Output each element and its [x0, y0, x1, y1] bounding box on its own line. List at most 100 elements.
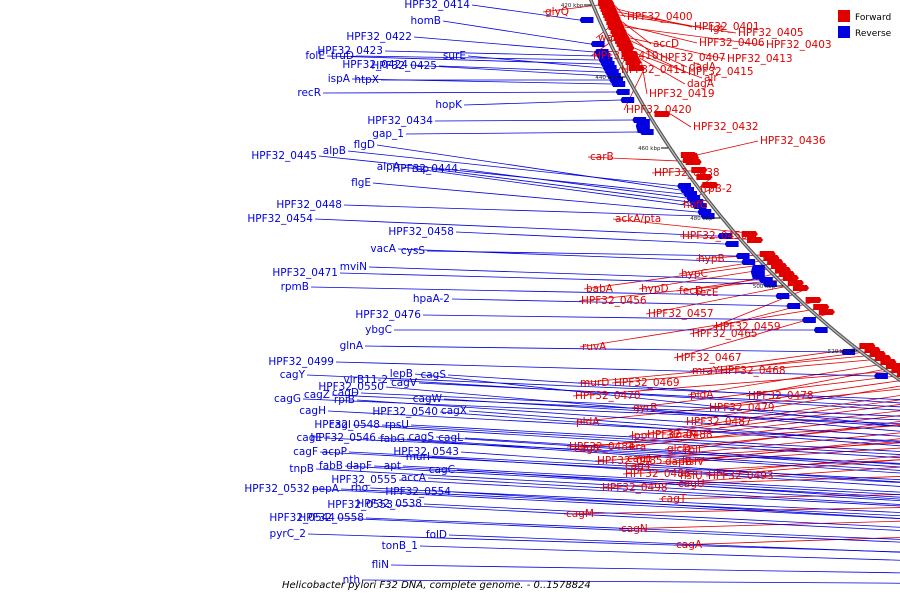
reverse-leader-line: [459, 168, 687, 199]
forward-gene-label: pldA: [576, 416, 600, 428]
forward-leader-line: [587, 156, 702, 163]
forward-leader-line: [572, 370, 900, 397]
reverse-gene-label: HPF32_0538: [356, 498, 422, 510]
forward-leader-line: [706, 380, 900, 409]
reverse-gene-label: cagF: [293, 446, 318, 458]
reverse-gene-glyph: [611, 81, 626, 87]
forward-legend-label: Forward: [855, 13, 891, 23]
large-gene-block: [635, 119, 650, 133]
forward-gene-label: HPF32_0413: [727, 53, 793, 65]
reverse-gene-glyph: [615, 89, 630, 95]
forward-leader-line: [573, 388, 900, 423]
reverse-leader-line: [413, 36, 595, 53]
reverse-gene-glyph: [692, 203, 707, 209]
reverse-leader-line: [347, 150, 678, 187]
reverse-leader-line: [364, 345, 842, 353]
reverse-gene-label: homB: [410, 15, 441, 27]
reverse-gene-label: hopK: [435, 99, 463, 111]
reverse-gene-label: virB11-2: [344, 374, 388, 386]
reverse-leader-line: [343, 204, 701, 217]
reverse-leader-line: [306, 374, 900, 400]
reverse-gene-label: HPF32_0553: [327, 499, 393, 511]
reverse-leader-line: [314, 218, 718, 237]
forward-gene-label: HPF32_0401: [694, 21, 760, 33]
forward-leader-line: [579, 306, 830, 348]
reverse-gene-label: alpB: [323, 145, 346, 157]
forward-gene-label: HPF32_0419: [649, 88, 715, 100]
forward-gene-label: HPF32_0459: [715, 321, 781, 333]
forward-gene-glyph: [805, 297, 822, 303]
forward-leader-line: [623, 24, 698, 44]
reverse-gene-label: rep: [412, 163, 430, 175]
reverse-gene-label: HPF32_0414: [404, 0, 470, 11]
forward-leader-line: [670, 113, 692, 128]
genome-caption: Helicobacter pylori F32 DNA, complete ge…: [282, 580, 591, 591]
reverse-gene-label: HPF32_0476: [355, 309, 421, 321]
forward-leader-line: [563, 507, 900, 515]
forward-gene-label: cag4: [625, 460, 651, 472]
reverse-gene-label: cagG: [274, 393, 301, 405]
reverse-gene-label: glnA: [340, 340, 364, 352]
forward-gene-label: glcD: [667, 443, 690, 455]
tick-label: 500 kbp: [753, 284, 776, 290]
reverse-leader-line: [397, 248, 742, 263]
reverse-leader-line: [351, 78, 612, 85]
reverse-leader-line: [455, 231, 725, 245]
reverse-gene-label: ispA: [328, 73, 351, 85]
forward-gene-label: HPF32_0469: [614, 377, 680, 389]
forward-leader-line: [624, 26, 765, 46]
forward-gene-label: HPF32_0436: [760, 135, 826, 147]
reverse-leader-line: [451, 298, 787, 307]
forward-gene-label: lgt: [710, 23, 724, 35]
reverse-gene-label: truD: [331, 50, 354, 62]
forward-gene-label: murD: [580, 377, 609, 389]
reverse-leader-line: [402, 465, 900, 493]
tick-label: 440 kbp: [595, 75, 618, 81]
forward-gene-glyph: [702, 182, 719, 188]
forward-gene-label: hypD: [641, 283, 669, 295]
reverse-gene-label: vacA: [370, 243, 396, 255]
reverse-gene-label: cagH: [299, 405, 326, 417]
forward-gene-label: cag1: [627, 453, 653, 465]
reverse-gene-label: cagD: [332, 387, 359, 399]
gene-features: [579, 0, 900, 379]
reverse-leader-line: [372, 182, 698, 213]
reverse-gene-label: HPF32_0546: [310, 432, 376, 444]
reverse-gene-label: HPF32_0544: [269, 512, 335, 524]
reverse-gene-label: fliN: [372, 559, 389, 571]
forward-gene-label: alr: [704, 72, 718, 84]
reverse-gene-label: HPF32_0424: [342, 59, 408, 71]
reverse-leader-line: [423, 503, 900, 528]
reverse-gene-label: HPF32_0448: [276, 199, 342, 211]
forward-gene-label: rplI: [684, 444, 701, 456]
reverse-leader-line: [431, 456, 900, 487]
reverse-gene-label: HPF32_0422: [346, 31, 412, 43]
forward-gene-label: cagA: [676, 539, 703, 551]
reverse-leader-line: [471, 4, 580, 21]
forward-gene-label: hypC: [681, 268, 708, 280]
reverse-leader-line: [310, 286, 776, 297]
forward-gene-label: HPF32_0438: [654, 167, 720, 179]
tick-label: 460 kbp: [638, 146, 661, 152]
forward-leader-line: [637, 53, 703, 79]
reverse-leader-line: [355, 55, 599, 61]
forward-gene-label: pldA: [690, 389, 714, 401]
reverse-gene-label: HPF32_0548: [314, 419, 380, 431]
forward-gene-label: ackA/pta: [615, 213, 661, 225]
reverse-gene-glyph: [786, 303, 801, 309]
reverse-leader-line: [381, 424, 900, 455]
reverse-gene-glyph: [717, 233, 732, 239]
forward-leader-line: [673, 537, 900, 546]
forward-gene-glyph: [625, 59, 642, 65]
reverse-leader-line: [434, 119, 633, 122]
reverse-gene-label: pepA: [312, 483, 340, 495]
reverse-leader-line: [390, 564, 900, 574]
reverse-leader-line: [419, 545, 900, 561]
reverse-gene-label: cagZ: [304, 389, 330, 401]
forward-gene-glyph: [654, 111, 671, 117]
forward-gene-label: HPF32_0411: [621, 64, 687, 76]
reverse-gene-label: cysS: [401, 245, 425, 257]
reverse-gene-label: flgD: [354, 139, 375, 151]
forward-gene-label: HPF32_0406: [699, 37, 765, 49]
